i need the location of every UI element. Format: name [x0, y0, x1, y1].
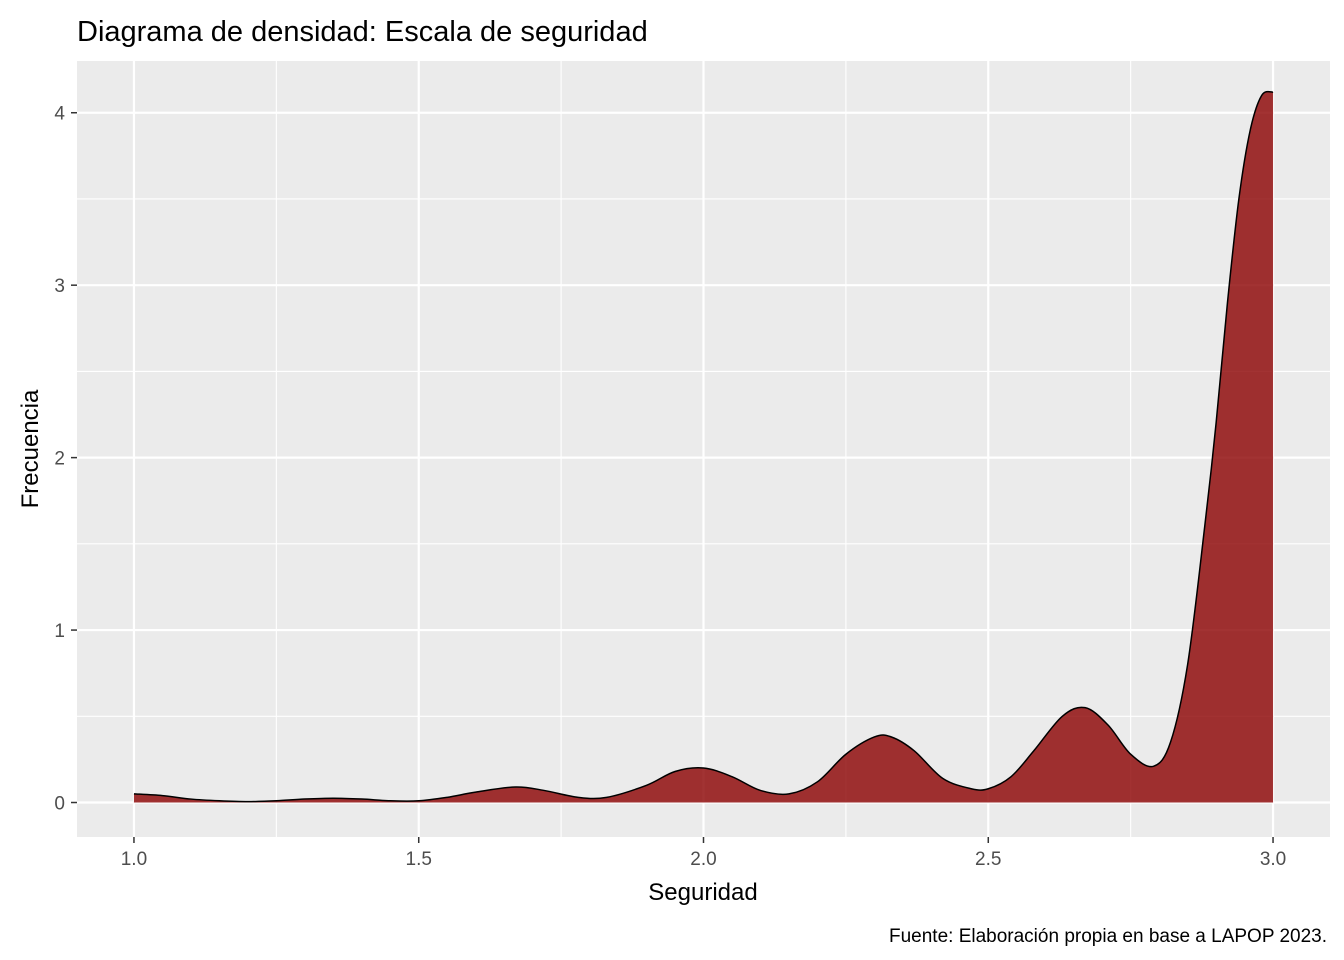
major-gridlines: [77, 61, 1330, 837]
x-axis-ticks: 1.0 1.5 2.0 2.5 3.0: [121, 837, 1286, 870]
y-tick-label: 2: [54, 449, 65, 470]
density-line: [133, 90, 1274, 803]
x-tick-label: 1.5: [406, 849, 432, 870]
chart-title: Diagrama de densidad: Escala de segurida…: [77, 16, 648, 48]
caption: Fuente: Elaboración propia en base a LAP…: [889, 926, 1327, 947]
y-axis-ticks: 0 1 2 3 4: [54, 104, 77, 815]
x-tick-label: 3.0: [1260, 849, 1286, 870]
y-tick-label: 4: [54, 104, 65, 125]
x-axis-title: Seguridad: [648, 879, 757, 906]
x-tick-label: 2.5: [975, 849, 1001, 870]
x-tick-label: 2.0: [690, 849, 716, 870]
y-tick-label: 3: [54, 276, 65, 297]
y-axis-title: Frecuencia: [17, 389, 44, 508]
y-tick-label: 1: [54, 621, 65, 642]
x-tick-label: 1.0: [121, 849, 147, 870]
y-tick-label: 0: [54, 794, 65, 815]
